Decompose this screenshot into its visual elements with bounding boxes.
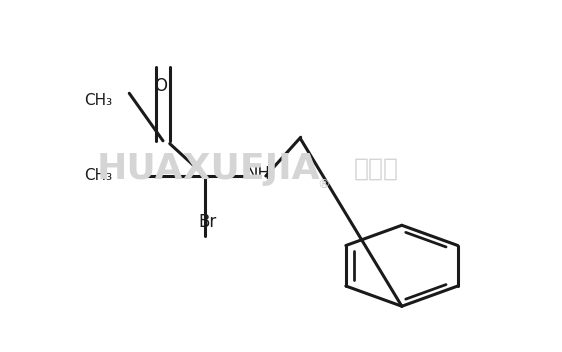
Text: CH₃: CH₃ [84,93,112,108]
Text: CH₃: CH₃ [84,169,112,183]
Text: NH: NH [245,165,270,183]
Text: 化学加: 化学加 [354,157,399,181]
Text: HUAXUEJIA: HUAXUEJIA [96,152,320,186]
Text: Br: Br [199,213,217,231]
Text: O: O [153,77,167,95]
Text: ®: ® [317,178,329,191]
